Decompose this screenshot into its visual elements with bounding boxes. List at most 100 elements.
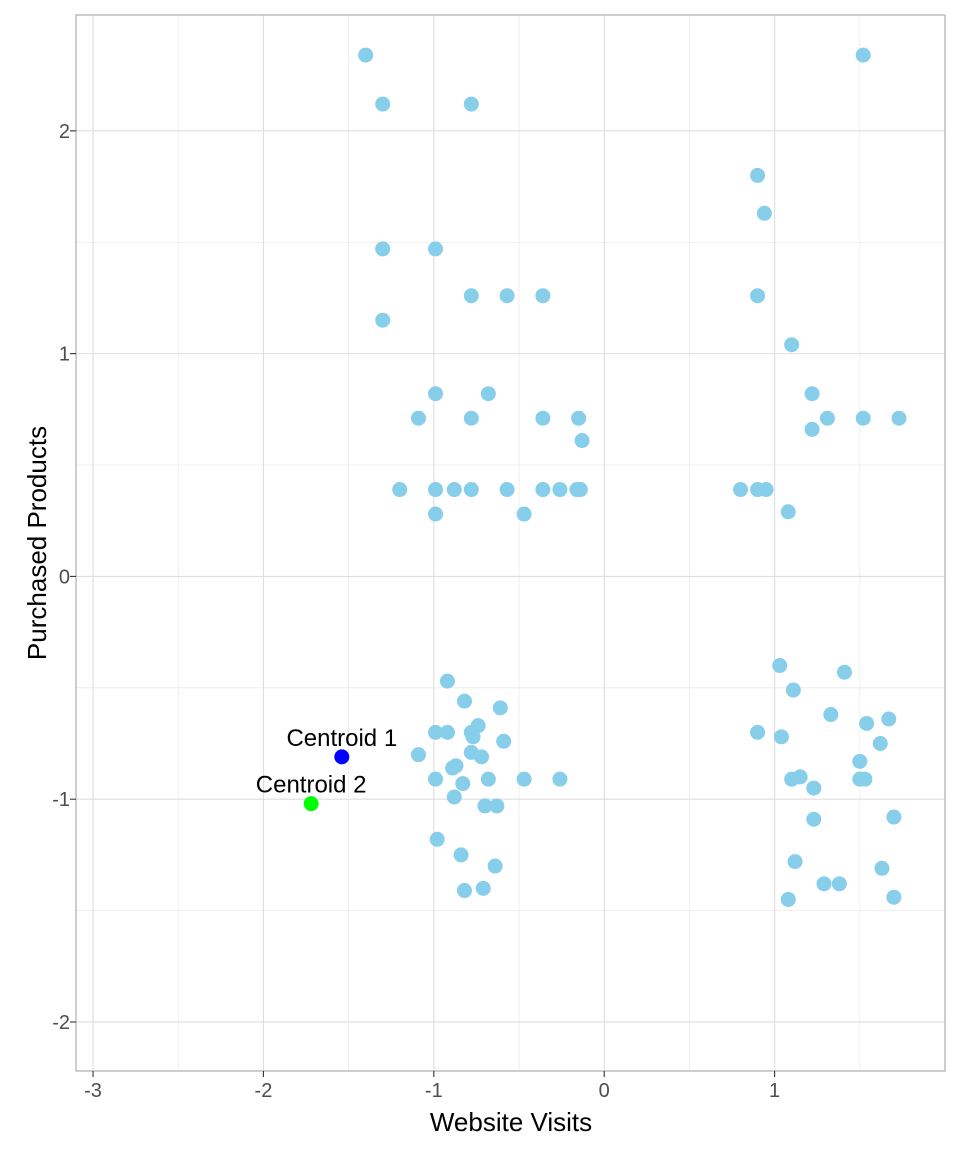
data-point	[463, 288, 479, 304]
data-point	[819, 410, 835, 426]
data-point	[428, 241, 444, 257]
data-point	[496, 733, 512, 749]
data-point	[475, 880, 491, 896]
data-point	[552, 771, 568, 787]
data-point	[750, 167, 766, 183]
data-point	[375, 312, 391, 328]
y-tick-label: 0	[59, 566, 70, 588]
data-point	[465, 729, 481, 745]
data-point	[429, 831, 445, 847]
data-point	[455, 776, 471, 792]
y-tick-label: 2	[59, 121, 70, 143]
x-tick-label: -2	[255, 1080, 273, 1102]
x-tick-label: 1	[769, 1080, 780, 1102]
data-point	[516, 771, 532, 787]
data-point	[852, 753, 868, 769]
data-point	[410, 410, 426, 426]
data-point	[428, 724, 444, 740]
data-point	[780, 504, 796, 520]
data-point	[535, 410, 551, 426]
data-point	[428, 386, 444, 402]
data-point	[780, 891, 796, 907]
x-tick-label: 0	[599, 1080, 610, 1102]
x-tick-label: -1	[425, 1080, 443, 1102]
data-point	[823, 707, 839, 723]
data-point	[463, 482, 479, 498]
x-tick-label: -3	[84, 1080, 102, 1102]
data-point	[410, 747, 426, 763]
y-tick-label: -2	[52, 1012, 70, 1034]
data-point	[773, 729, 789, 745]
data-point	[750, 288, 766, 304]
x-axis-title: Website Visits	[430, 1107, 592, 1137]
data-point	[859, 715, 875, 731]
centroid-markers: Centroid 1 Centroid 2	[256, 725, 397, 812]
data-point	[487, 858, 503, 874]
data-point	[857, 771, 873, 787]
data-point	[446, 482, 462, 498]
data-point	[750, 724, 766, 740]
data-point	[831, 876, 847, 892]
x-axis-ticks: -3 -2 -1 0 1	[84, 1071, 780, 1102]
data-point	[428, 482, 444, 498]
data-point	[874, 860, 890, 876]
data-point	[886, 809, 902, 825]
data-point	[792, 769, 808, 785]
data-point	[375, 241, 391, 257]
plot-panel-border	[75, 14, 946, 1072]
data-point	[428, 506, 444, 522]
y-tick-label: 1	[59, 344, 70, 366]
data-point	[516, 506, 532, 522]
centroid-2-point	[303, 796, 319, 812]
data-points	[358, 47, 907, 907]
data-point	[804, 421, 820, 437]
grid-lines	[76, 15, 945, 1071]
data-point	[448, 758, 464, 774]
data-point	[855, 410, 871, 426]
data-point	[733, 482, 749, 498]
centroid-1-label: Centroid 1	[286, 725, 397, 752]
data-point	[489, 798, 505, 814]
data-point	[891, 410, 907, 426]
data-point	[881, 711, 897, 727]
data-point	[428, 771, 444, 787]
y-tick-label: -1	[52, 789, 70, 811]
data-point	[358, 47, 374, 63]
data-point	[463, 96, 479, 112]
data-point	[439, 724, 455, 740]
data-point	[836, 664, 852, 680]
data-point	[784, 337, 800, 353]
data-point	[480, 386, 496, 402]
data-point	[758, 482, 774, 498]
data-point	[463, 410, 479, 426]
data-point	[535, 482, 551, 498]
data-point	[499, 288, 515, 304]
data-point	[453, 847, 469, 863]
data-point	[574, 433, 590, 449]
data-point	[804, 386, 820, 402]
data-point	[456, 693, 472, 709]
data-point	[499, 482, 515, 498]
data-point	[756, 205, 772, 221]
data-point	[477, 798, 493, 814]
centroid-2-label: Centroid 2	[256, 772, 367, 799]
data-point	[439, 673, 455, 689]
data-point	[572, 482, 588, 498]
data-point	[375, 96, 391, 112]
data-point	[816, 876, 832, 892]
data-point	[470, 718, 486, 734]
data-point	[785, 682, 801, 698]
data-point	[456, 883, 472, 899]
data-point	[392, 482, 408, 498]
y-axis-ticks: -2 -1 0 1 2	[52, 121, 76, 1034]
data-point	[886, 889, 902, 905]
data-point	[552, 482, 568, 498]
data-point	[806, 811, 822, 827]
data-point	[571, 410, 587, 426]
data-point	[772, 658, 788, 674]
y-axis-title: Purchased Products	[22, 426, 52, 660]
data-point	[492, 700, 508, 716]
data-point	[474, 749, 490, 765]
data-point	[872, 736, 888, 752]
